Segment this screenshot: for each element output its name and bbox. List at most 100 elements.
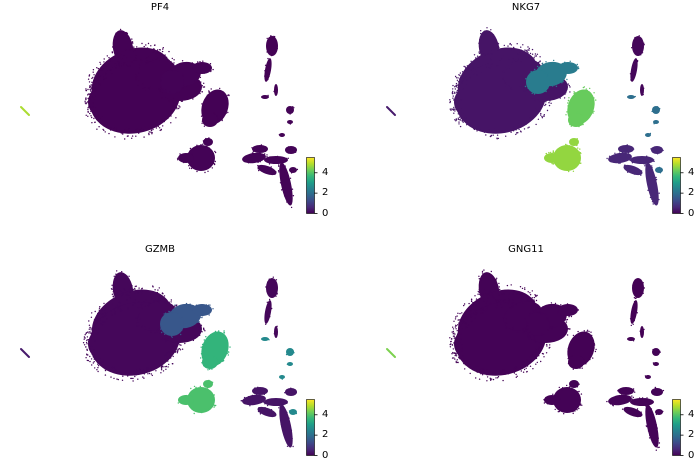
cell-point: [522, 293, 524, 295]
cell-point: [139, 318, 142, 320]
cell-point: [586, 89, 588, 92]
cell-point: [484, 309, 487, 312]
cell-point: [162, 317, 164, 319]
cell-point: [125, 291, 127, 294]
cell-point: [160, 367, 163, 369]
cell-point: [478, 291, 480, 294]
cell-point: [567, 105, 569, 107]
cell-point: [541, 62, 544, 64]
cell-point: [478, 51, 480, 53]
cell-point: [292, 445, 294, 448]
cell-point: [638, 397, 641, 399]
cell-point: [530, 361, 532, 363]
cell-point: [200, 357, 202, 359]
cell-point: [275, 279, 278, 281]
cell-point: [568, 168, 570, 170]
cell-point: [512, 302, 514, 304]
colorbar-tick-label: 4: [688, 408, 695, 420]
cell-point: [189, 303, 191, 305]
cell-point: [125, 127, 127, 130]
cell-point: [507, 303, 509, 305]
cell-point: [503, 79, 506, 81]
cell-point: [490, 64, 492, 66]
cell-point: [214, 151, 217, 154]
cell-point: [545, 90, 547, 93]
cell-point: [123, 64, 125, 66]
cell-point: [536, 53, 539, 55]
cell-point: [510, 131, 512, 133]
cell-point: [149, 302, 151, 304]
cell-point: [460, 117, 462, 120]
cell-point: [508, 129, 510, 132]
cell-point: [521, 125, 523, 127]
cell-point: [146, 47, 148, 50]
cell-point: [286, 401, 288, 403]
cell-point: [175, 305, 177, 307]
cell-point: [184, 99, 186, 101]
cell-point: [643, 42, 645, 44]
cell-point: [512, 328, 514, 331]
cell-point: [540, 104, 542, 106]
cell-point: [106, 318, 108, 320]
cell-point: [515, 368, 517, 370]
cell-point: [572, 170, 575, 172]
cell-point: [475, 64, 477, 66]
cell-point: [189, 147, 192, 150]
cell-point: [116, 292, 119, 294]
cell-point: [116, 130, 118, 132]
cell-point: [111, 52, 114, 54]
cluster-right_arms: [252, 387, 268, 395]
cell-point: [152, 51, 154, 53]
cell-point: [647, 430, 650, 432]
cell-point: [97, 332, 100, 334]
cell-point: [640, 54, 642, 56]
cell-point: [199, 92, 201, 95]
cell-point: [208, 147, 210, 149]
cell-point: [292, 350, 295, 353]
cell-point: [94, 121, 96, 124]
cell-point: [629, 318, 632, 320]
umap-scatter: [20, 270, 298, 448]
cell-point: [578, 154, 581, 156]
cell-point: [195, 71, 198, 73]
cell-point: [531, 299, 533, 302]
cell-point: [474, 295, 476, 297]
cell-point: [201, 85, 203, 87]
cell-point: [511, 127, 513, 130]
cell-point: [127, 307, 130, 309]
cell-point: [502, 78, 504, 80]
cell-point: [524, 327, 527, 329]
cell-point: [131, 38, 133, 40]
cell-point: [224, 354, 227, 356]
cell-point: [544, 72, 546, 75]
cell-point: [487, 53, 490, 55]
cell-point: [653, 159, 655, 161]
cell-point: [252, 151, 255, 153]
cell-point: [213, 162, 215, 165]
cell-point: [634, 173, 636, 175]
cell-point: [99, 318, 102, 321]
cell-point: [196, 144, 198, 146]
cell-point: [564, 61, 566, 63]
cell-point: [577, 330, 579, 333]
cell-point: [487, 293, 489, 296]
colorbar: [672, 399, 684, 456]
cell-point: [159, 92, 161, 95]
cell-point: [199, 61, 201, 63]
cell-point: [115, 294, 117, 296]
cell-point: [564, 89, 566, 91]
cell-point: [152, 128, 154, 131]
cell-point: [269, 316, 271, 318]
cluster-right_arms: [630, 398, 654, 406]
cell-point: [163, 56, 165, 59]
cell-point: [87, 97, 89, 100]
cell-point: [260, 144, 263, 146]
cell-point: [655, 176, 657, 179]
cell-point: [132, 380, 134, 382]
cell-point: [108, 132, 110, 135]
cell-point: [479, 67, 482, 70]
cell-point: [93, 349, 95, 351]
cluster-small_fragments: [645, 133, 651, 137]
cluster-tall_strip: [266, 278, 278, 298]
cell-point: [483, 269, 485, 271]
